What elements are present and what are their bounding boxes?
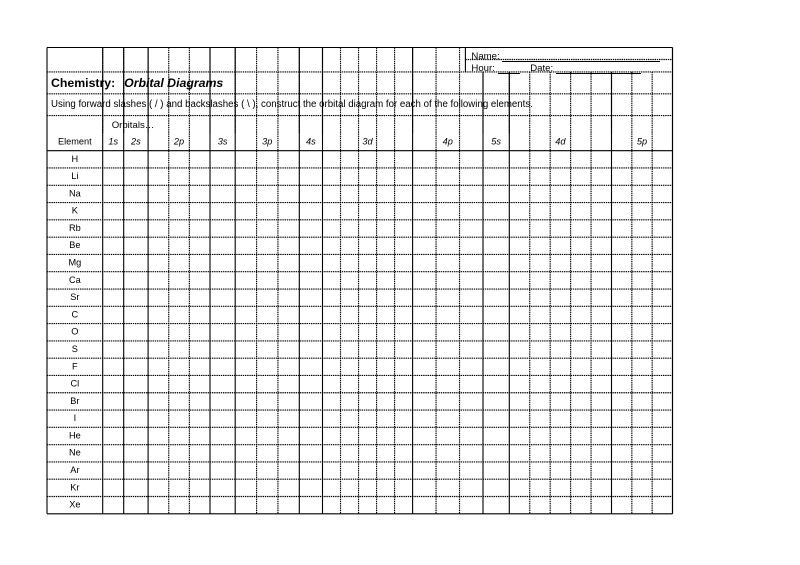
svg-text:Xe: Xe xyxy=(69,500,80,510)
svg-text:F: F xyxy=(72,361,78,371)
svg-text:1s: 1s xyxy=(108,136,118,146)
svg-text:3d: 3d xyxy=(362,136,373,146)
svg-text:Ca: Ca xyxy=(69,275,82,285)
svg-text:Na: Na xyxy=(69,188,82,198)
svg-text:Be: Be xyxy=(69,240,80,250)
svg-text:4d: 4d xyxy=(555,136,566,146)
svg-text:5s: 5s xyxy=(491,136,501,146)
svg-text:4p: 4p xyxy=(443,136,453,146)
svg-text:Mg: Mg xyxy=(68,258,81,268)
svg-text:K: K xyxy=(72,206,79,216)
svg-text:Sr: Sr xyxy=(70,292,79,302)
svg-text:Rb: Rb xyxy=(69,223,81,233)
svg-text:Element: Element xyxy=(58,136,92,146)
svg-text:5p: 5p xyxy=(637,136,647,146)
svg-text:H: H xyxy=(72,154,79,164)
svg-text:Kr: Kr xyxy=(70,482,79,492)
svg-text:I: I xyxy=(74,413,77,423)
svg-text:O: O xyxy=(71,327,78,337)
svg-text:2s: 2s xyxy=(130,136,141,146)
svg-text:S: S xyxy=(72,344,78,354)
svg-text:3s: 3s xyxy=(218,136,228,146)
svg-text:Cl: Cl xyxy=(71,379,80,389)
svg-text:2p: 2p xyxy=(173,136,184,146)
svg-text:He: He xyxy=(69,430,81,440)
svg-text:3p: 3p xyxy=(262,136,272,146)
svg-text:Ar: Ar xyxy=(70,465,79,475)
svg-text:Li: Li xyxy=(71,171,78,181)
svg-text:Ne: Ne xyxy=(69,448,81,458)
svg-text:C: C xyxy=(72,309,79,319)
svg-text:4s: 4s xyxy=(306,136,316,146)
svg-text:Br: Br xyxy=(70,396,79,406)
